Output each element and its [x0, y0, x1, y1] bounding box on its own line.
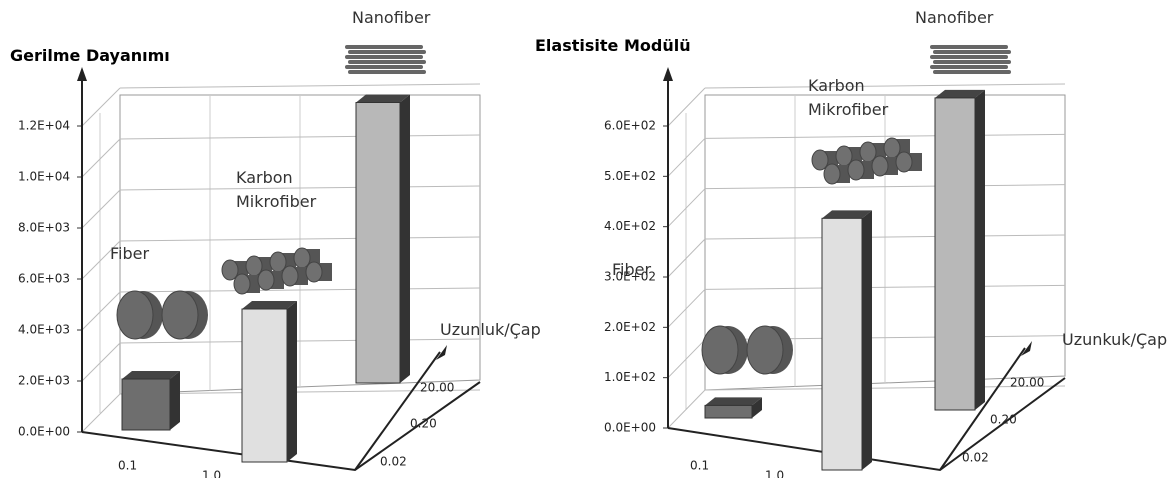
category-label: Karbon Mikrofiber — [808, 74, 898, 122]
bar-top — [705, 397, 762, 405]
y-tick-label: 6.0E+02 — [604, 119, 656, 133]
icon-cylinder-end — [162, 291, 198, 339]
chart-title: Elastisite Modülü — [535, 36, 691, 55]
grid-line — [82, 292, 120, 330]
bar-side — [400, 95, 410, 384]
icon-nano-layer — [933, 60, 1011, 64]
icon-rod-end — [246, 256, 262, 276]
bar — [935, 98, 975, 410]
x-tick-label: 1.0 — [202, 469, 221, 478]
icon-rod-end — [294, 248, 310, 268]
icon-rod-end — [812, 150, 828, 170]
icon-cylinder-end — [117, 291, 153, 339]
icon-rod-end — [234, 274, 250, 294]
z-tick-label: 0.20 — [990, 413, 1017, 427]
icon-nano-layer — [348, 50, 426, 54]
icon-nano-layer — [345, 55, 423, 59]
page: 0.0E+00 2.0E+03 4.0E+03 6.0E+03 8.0E+03 1.0E+… — [0, 0, 1175, 478]
z-axis-label: Uzunkuk/Çap — [1062, 328, 1167, 352]
icon-rod-end — [282, 266, 298, 286]
bar-side — [862, 210, 872, 470]
icon-nano-layer — [345, 45, 423, 49]
icon-nano-layer — [933, 50, 1011, 54]
bar — [356, 103, 400, 384]
icon-rod-end — [258, 270, 274, 290]
z-tick-label: 0.20 — [410, 417, 437, 431]
bar — [822, 218, 862, 470]
category-label: Nanofiber — [915, 6, 993, 30]
z-tick-label: 0.02 — [962, 451, 989, 465]
category-label: Fiber — [612, 258, 651, 282]
icon-nano-layer — [930, 55, 1008, 59]
category-label: Karbon Mikrofiber — [236, 166, 326, 214]
y-tick-label: 6.0E+03 — [18, 272, 70, 286]
z-axis-label: Uzunluk/Çap — [440, 318, 541, 342]
x-tick-label: 0.1 — [690, 459, 709, 473]
bar — [122, 379, 170, 430]
grid-line — [82, 139, 120, 177]
x-tick-label: 0.1 — [118, 459, 137, 473]
icon-rod-end — [896, 152, 912, 172]
bar — [705, 405, 752, 418]
y-tick-label: 5.0E+02 — [604, 169, 656, 183]
icon-cylinder-end — [702, 326, 738, 374]
icon-nano-layer — [933, 70, 1011, 74]
y-tick-label: 4.0E+03 — [18, 323, 70, 337]
y-tick-label: 1.0E+02 — [604, 370, 656, 384]
y-tick-label: 1.2E+04 — [18, 119, 70, 133]
chart-title: Gerilme Dayanımı — [10, 46, 170, 65]
icon-rod-end — [872, 156, 888, 176]
grid-line — [82, 394, 120, 432]
y-tick-label: 8.0E+03 — [18, 221, 70, 235]
y-tick-label: 1.0E+04 — [18, 170, 70, 184]
y-tick-label: 2.0E+03 — [18, 374, 70, 388]
icon-nano-layer — [345, 65, 423, 69]
icon-rod-end — [860, 142, 876, 162]
z-tick-label: 20.00 — [1010, 376, 1044, 390]
bar-side — [170, 371, 180, 430]
bar-side — [975, 90, 985, 410]
icon-nano-layer — [930, 65, 1008, 69]
y-tick-label: 2.0E+02 — [604, 320, 656, 334]
y-arrow — [77, 67, 87, 81]
category-label: Nanofiber — [352, 6, 430, 30]
icon-rod-end — [836, 146, 852, 166]
icon-nano-layer — [348, 70, 426, 74]
icon-rod-end — [884, 138, 900, 158]
grid-line — [120, 84, 480, 88]
grid-line — [82, 343, 120, 381]
z-tick-label: 20.00 — [420, 381, 454, 395]
icon-rod-end — [270, 252, 286, 272]
y-tick-label: 0.0E+00 — [18, 425, 70, 439]
z-tick-label: 0.02 — [380, 455, 407, 469]
bar-side — [287, 301, 297, 462]
y-tick-label: 4.0E+02 — [604, 219, 656, 233]
grid-line — [82, 88, 120, 126]
y-arrow — [663, 67, 673, 81]
chart: 0.0E+00 2.0E+03 4.0E+03 6.0E+03 8.0E+03 1.0E+… — [0, 0, 1175, 478]
bar — [242, 309, 287, 462]
icon-rod-end — [306, 262, 322, 282]
icon-nano-layer — [348, 60, 426, 64]
x-tick-label: 1.0 — [765, 469, 784, 478]
y-tick-label: 0.0E+00 — [604, 421, 656, 435]
icon-nano-layer — [930, 45, 1008, 49]
icon-rod-end — [848, 160, 864, 180]
icon-cylinder-end — [747, 326, 783, 374]
icon-rod-end — [222, 260, 238, 280]
bar-top — [122, 371, 180, 379]
icon-rod-end — [824, 164, 840, 184]
grid-line — [82, 190, 120, 228]
category-label: Fiber — [110, 242, 149, 266]
